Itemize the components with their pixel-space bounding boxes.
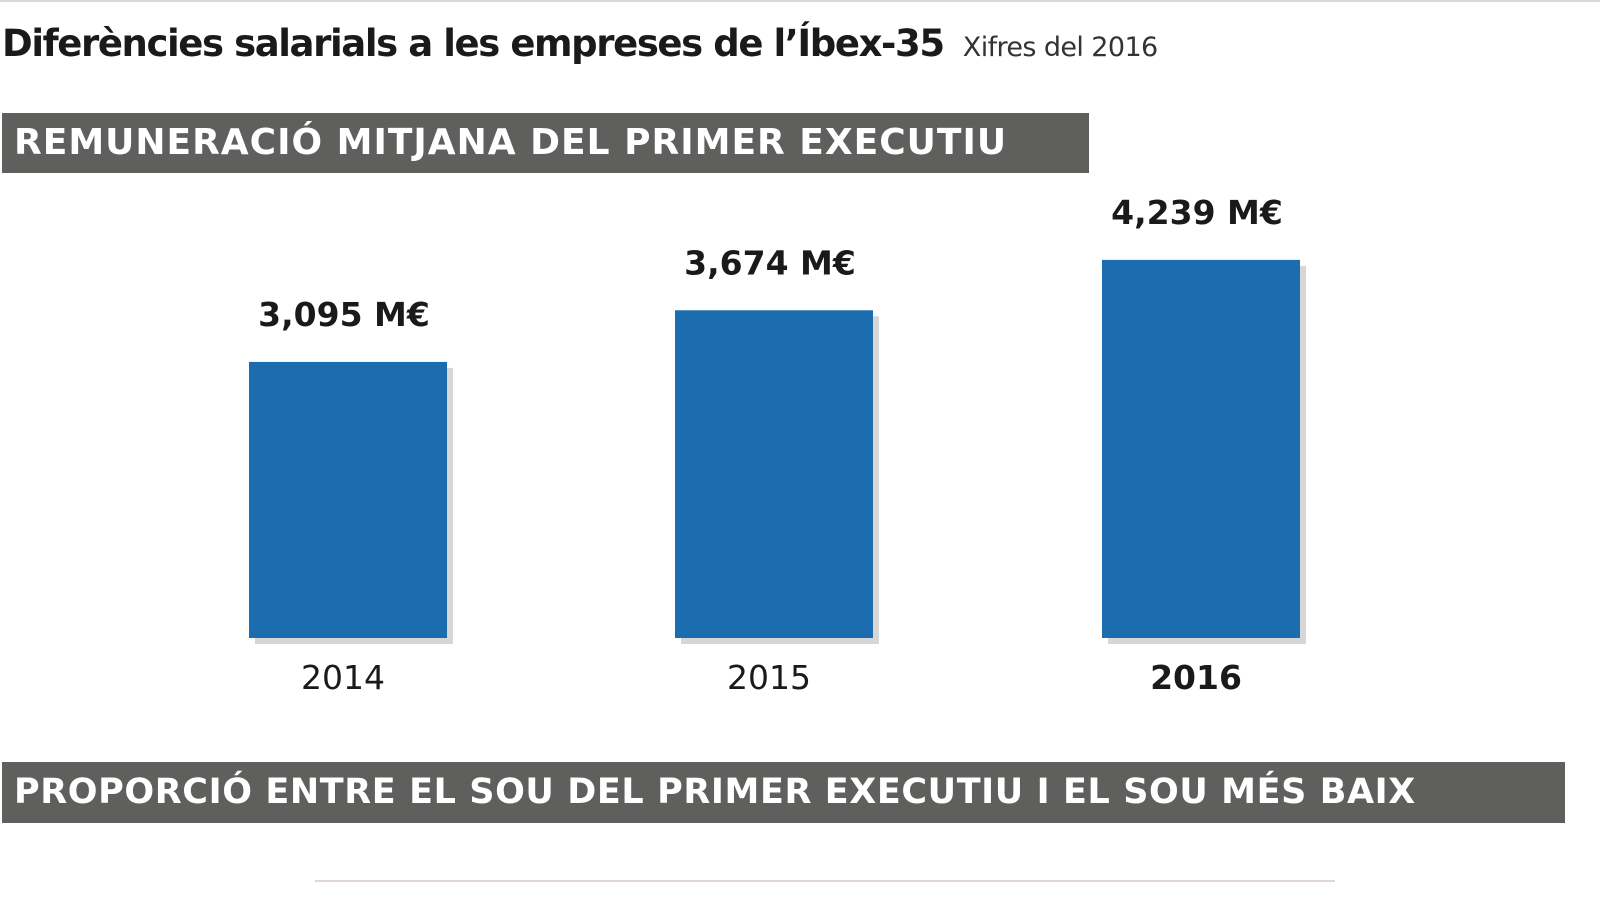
- x-tick-label-2014: 2014: [301, 658, 385, 697]
- chart-header: Diferències salarials a les empreses de …: [2, 22, 1158, 65]
- bar-chart: 3,095 M€ 2014 3,674 M€ 2015 4,239 M€ 2016: [249, 193, 1306, 697]
- section-banner-proportion: PROPORCIÓ ENTRE EL SOU DEL PRIMER EXECUT…: [2, 762, 1565, 823]
- x-tick-label-2015: 2015: [727, 658, 811, 697]
- top-divider: [0, 0, 1600, 2]
- chart-subtitle: Xifres del 2016: [962, 32, 1158, 63]
- bar-2016: [1102, 259, 1300, 638]
- x-tick-label-2016: 2016: [1150, 658, 1242, 697]
- chart-title: Diferències salarials a les empreses de …: [2, 22, 945, 65]
- bottom-divider: [315, 880, 1335, 882]
- bar-2015: [675, 310, 873, 638]
- data-label-2016: 4,239 M€: [1111, 193, 1283, 232]
- bar-2014: [249, 361, 447, 638]
- section-banner-remuneration: REMUNERACIÓ MITJANA DEL PRIMER EXECUTIU: [2, 113, 1089, 173]
- data-label-2014: 3,095 M€: [258, 295, 430, 334]
- data-label-2015: 3,674 M€: [684, 243, 856, 282]
